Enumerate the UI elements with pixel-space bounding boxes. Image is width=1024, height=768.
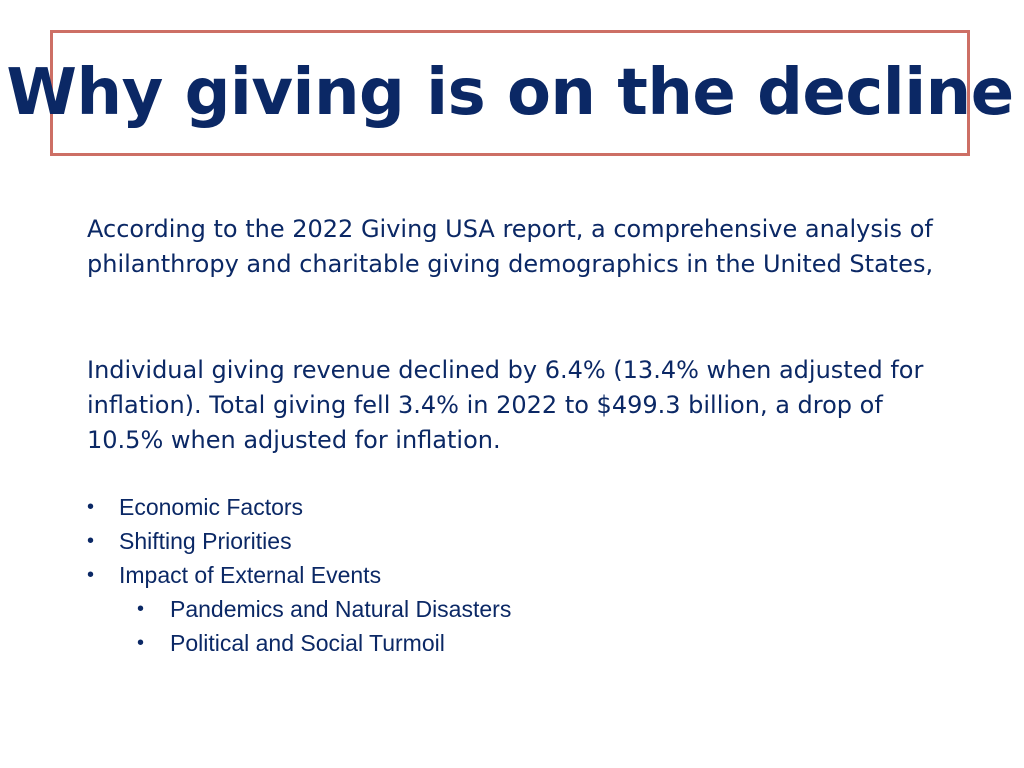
- bullet-label: Impact of External Events: [119, 562, 382, 588]
- bullet-label: Political and Social Turmoil: [170, 630, 445, 656]
- statistics-paragraph: Individual giving revenue declined by 6.…: [87, 356, 924, 454]
- bullet-icon: •: [137, 632, 145, 654]
- title-box: Why giving is on the decline: [6, 30, 1014, 156]
- bullet-icon: •: [87, 496, 95, 518]
- bullet-icon: •: [137, 598, 145, 620]
- bullet-icon: •: [87, 530, 95, 552]
- bullet-label: Shifting Priorities: [119, 528, 292, 554]
- intro-paragraph: According to the 2022 Giving USA report,…: [87, 215, 934, 278]
- bullet-icon: •: [87, 564, 95, 586]
- bullet-label: Pandemics and Natural Disasters: [170, 596, 512, 622]
- bullet-label: Economic Factors: [119, 494, 304, 520]
- slide-title: Why giving is on the decline: [6, 56, 1014, 130]
